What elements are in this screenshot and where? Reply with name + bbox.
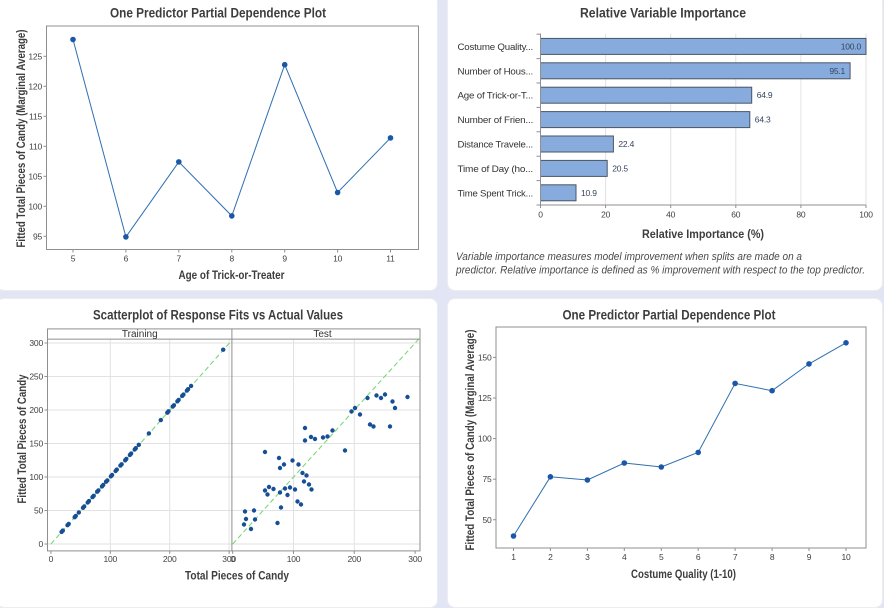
svg-text:110: 110 bbox=[29, 141, 42, 151]
svg-text:10.9: 10.9 bbox=[581, 188, 597, 198]
svg-text:250: 250 bbox=[29, 371, 43, 381]
svg-text:300: 300 bbox=[222, 554, 236, 564]
svg-text:Costume Quality (1-10): Costume Quality (1-10) bbox=[631, 567, 736, 581]
svg-text:125: 125 bbox=[28, 51, 42, 61]
svg-text:105: 105 bbox=[28, 171, 42, 181]
svg-text:3: 3 bbox=[585, 552, 590, 562]
svg-text:100: 100 bbox=[28, 201, 42, 211]
svg-text:7: 7 bbox=[733, 552, 738, 562]
svg-text:2: 2 bbox=[548, 552, 553, 562]
svg-text:Training: Training bbox=[122, 329, 158, 340]
svg-text:Scatterplot of Response Fits v: Scatterplot of Response Fits vs Actual V… bbox=[93, 307, 343, 322]
svg-text:75: 75 bbox=[482, 474, 492, 484]
svg-text:150: 150 bbox=[29, 438, 43, 448]
svg-text:200: 200 bbox=[348, 554, 362, 564]
svg-text:20: 20 bbox=[601, 210, 611, 220]
svg-text:50: 50 bbox=[482, 514, 492, 524]
svg-text:125: 125 bbox=[478, 393, 492, 403]
svg-text:100.0: 100.0 bbox=[841, 41, 862, 51]
svg-text:9: 9 bbox=[282, 254, 287, 264]
svg-text:One Predictor Partial Dependen: One Predictor Partial Dependence Plot bbox=[110, 6, 326, 21]
svg-text:Costume Quality...: Costume Quality... bbox=[458, 42, 534, 53]
svg-text:120: 120 bbox=[28, 81, 42, 91]
svg-text:One Predictor Partial Dependen: One Predictor Partial Dependence Plot bbox=[563, 307, 776, 322]
svg-text:22.4: 22.4 bbox=[618, 139, 634, 149]
svg-text:0: 0 bbox=[538, 210, 543, 220]
svg-text:10: 10 bbox=[333, 254, 343, 264]
svg-text:100: 100 bbox=[104, 554, 118, 564]
svg-text:Fitted Total Pieces of Candy (: Fitted Total Pieces of Candy (Marginal A… bbox=[14, 30, 28, 248]
svg-text:5: 5 bbox=[71, 254, 76, 264]
svg-text:100: 100 bbox=[287, 554, 301, 564]
svg-text:Variable importance measures m: Variable importance measures model impro… bbox=[456, 251, 802, 263]
svg-text:Total Pieces of Candy: Total Pieces of Candy bbox=[185, 568, 289, 582]
svg-text:Fitted Total Pieces of Candy: Fitted Total Pieces of Candy bbox=[15, 374, 29, 503]
svg-text:115: 115 bbox=[29, 111, 42, 121]
svg-text:Number of Frien...: Number of Frien... bbox=[458, 115, 534, 126]
svg-text:95.1: 95.1 bbox=[829, 66, 845, 76]
svg-text:50: 50 bbox=[34, 505, 44, 515]
svg-text:Time of Day (ho...: Time of Day (ho... bbox=[458, 164, 534, 175]
svg-text:8: 8 bbox=[770, 552, 775, 562]
svg-text:80: 80 bbox=[796, 210, 806, 220]
svg-text:150: 150 bbox=[478, 352, 492, 362]
svg-text:Fitted Total Pieces of Candy (: Fitted Total Pieces of Candy (Marginal A… bbox=[463, 329, 477, 550]
svg-text:5: 5 bbox=[659, 552, 664, 562]
svg-text:4: 4 bbox=[622, 552, 627, 562]
svg-text:20.5: 20.5 bbox=[612, 163, 628, 173]
svg-text:200: 200 bbox=[163, 554, 177, 564]
svg-text:6: 6 bbox=[124, 254, 129, 264]
svg-text:100: 100 bbox=[29, 472, 43, 482]
svg-text:6: 6 bbox=[696, 552, 701, 562]
svg-text:100: 100 bbox=[478, 433, 492, 443]
svg-text:Relative Importance (%): Relative Importance (%) bbox=[642, 227, 764, 241]
svg-text:300: 300 bbox=[408, 554, 422, 564]
svg-text:10: 10 bbox=[841, 552, 851, 562]
svg-text:Relative Variable Importance: Relative Variable Importance bbox=[580, 6, 746, 21]
svg-text:64.3: 64.3 bbox=[755, 115, 771, 125]
svg-text:8: 8 bbox=[230, 254, 235, 264]
svg-text:Distance Travele...: Distance Travele... bbox=[458, 140, 534, 151]
svg-text:Number of Hous...: Number of Hous... bbox=[458, 66, 534, 77]
svg-text:9: 9 bbox=[807, 552, 812, 562]
svg-text:0: 0 bbox=[49, 554, 54, 564]
svg-text:60: 60 bbox=[731, 210, 741, 220]
svg-text:0: 0 bbox=[38, 539, 43, 549]
svg-text:0: 0 bbox=[230, 554, 235, 564]
svg-text:11: 11 bbox=[386, 254, 395, 264]
svg-text:1: 1 bbox=[511, 552, 516, 562]
svg-text:Age of Trick-or-T...: Age of Trick-or-T... bbox=[458, 91, 534, 102]
svg-text:40: 40 bbox=[666, 210, 676, 220]
svg-text:Time Spent Trick...: Time Spent Trick... bbox=[458, 188, 534, 199]
svg-text:300: 300 bbox=[29, 338, 43, 348]
svg-text:Age of Trick-or-Treater: Age of Trick-or-Treater bbox=[179, 268, 285, 282]
svg-text:predictor. Relative importance: predictor. Relative importance is define… bbox=[455, 265, 865, 277]
svg-text:Test: Test bbox=[313, 329, 332, 340]
svg-text:7: 7 bbox=[177, 254, 182, 264]
svg-text:100: 100 bbox=[859, 210, 873, 220]
svg-text:64.9: 64.9 bbox=[757, 90, 773, 100]
svg-text:200: 200 bbox=[29, 405, 43, 415]
svg-text:95: 95 bbox=[33, 231, 43, 241]
